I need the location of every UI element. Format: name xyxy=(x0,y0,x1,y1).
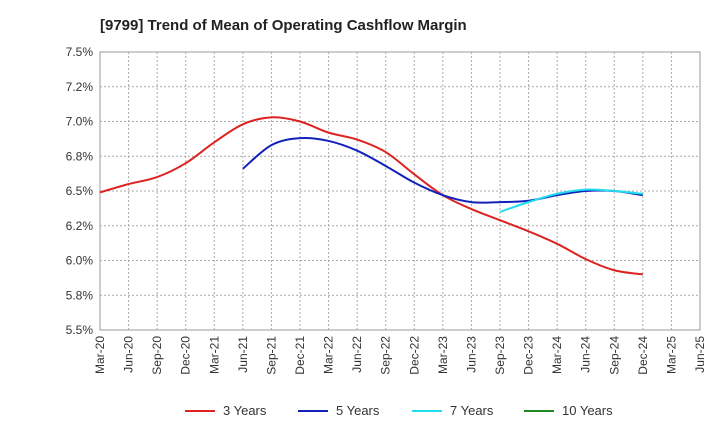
x-tick-label: Dec-21 xyxy=(293,336,307,375)
x-tick-label: Mar-20 xyxy=(93,336,107,374)
series-line-3-years xyxy=(99,116,644,276)
x-tick-label: Mar-24 xyxy=(550,336,564,374)
x-tick-label: Dec-22 xyxy=(407,336,421,375)
x-axis: Mar-20 Jun-20 Sep-20 Dec-20 Mar-21 Jun-21 Sep-… xyxy=(93,336,707,375)
x-tick-label: Jun-20 xyxy=(122,336,136,373)
x-tick-label: Jun-22 xyxy=(350,336,364,373)
x-tick-label: Jun-25 xyxy=(693,336,707,373)
y-tick-label: 7.5% xyxy=(66,45,94,59)
y-tick-label: 6.5% xyxy=(66,184,94,198)
x-tick-label: Mar-25 xyxy=(664,336,678,374)
x-tick-label: Sep-23 xyxy=(493,336,507,375)
y-tick-label: 6.2% xyxy=(66,219,94,233)
x-tick-label: Mar-22 xyxy=(322,336,336,374)
x-tick-label: Dec-23 xyxy=(522,336,536,375)
x-tick-label: Dec-24 xyxy=(636,336,650,375)
series-line-7-years xyxy=(499,188,643,213)
legend: 3 Years 5 Years 7 Years 10 Years xyxy=(185,403,613,418)
legend-label-3-years: 3 Years xyxy=(223,403,267,418)
x-tick-label: Jun-23 xyxy=(464,336,478,373)
y-tick-label: 6.0% xyxy=(66,254,94,268)
y-tick-label: 6.8% xyxy=(66,149,94,163)
x-tick-label: Sep-20 xyxy=(150,336,164,375)
y-tick-label: 7.0% xyxy=(66,115,94,129)
x-tick-label: Sep-22 xyxy=(379,336,393,375)
series-lines xyxy=(99,116,644,276)
y-tick-label: 7.2% xyxy=(66,80,94,94)
grid xyxy=(100,52,700,330)
x-tick-label: Jun-24 xyxy=(579,336,593,373)
x-tick-label: Mar-23 xyxy=(436,336,450,374)
y-tick-label: 5.8% xyxy=(66,288,94,302)
x-tick-label: Dec-20 xyxy=(179,336,193,375)
x-tick-label: Mar-21 xyxy=(207,336,221,374)
x-tick-label: Jun-21 xyxy=(236,336,250,373)
legend-label-10-years: 10 Years xyxy=(562,403,613,418)
series-line-5-years xyxy=(242,137,644,204)
legend-label-5-years: 5 Years xyxy=(336,403,380,418)
chart-title: [9799] Trend of Mean of Operating Cashfl… xyxy=(100,17,467,34)
y-tick-label: 5.5% xyxy=(66,323,94,337)
y-axis: 5.5% 5.8% 6.0% 6.2% 6.5% 6.8% 7.0% 7.2% 7.5% xyxy=(66,45,94,337)
x-tick-label: Sep-24 xyxy=(607,336,621,375)
x-tick-label: Sep-21 xyxy=(264,336,278,375)
legend-label-7-years: 7 Years xyxy=(450,403,494,418)
